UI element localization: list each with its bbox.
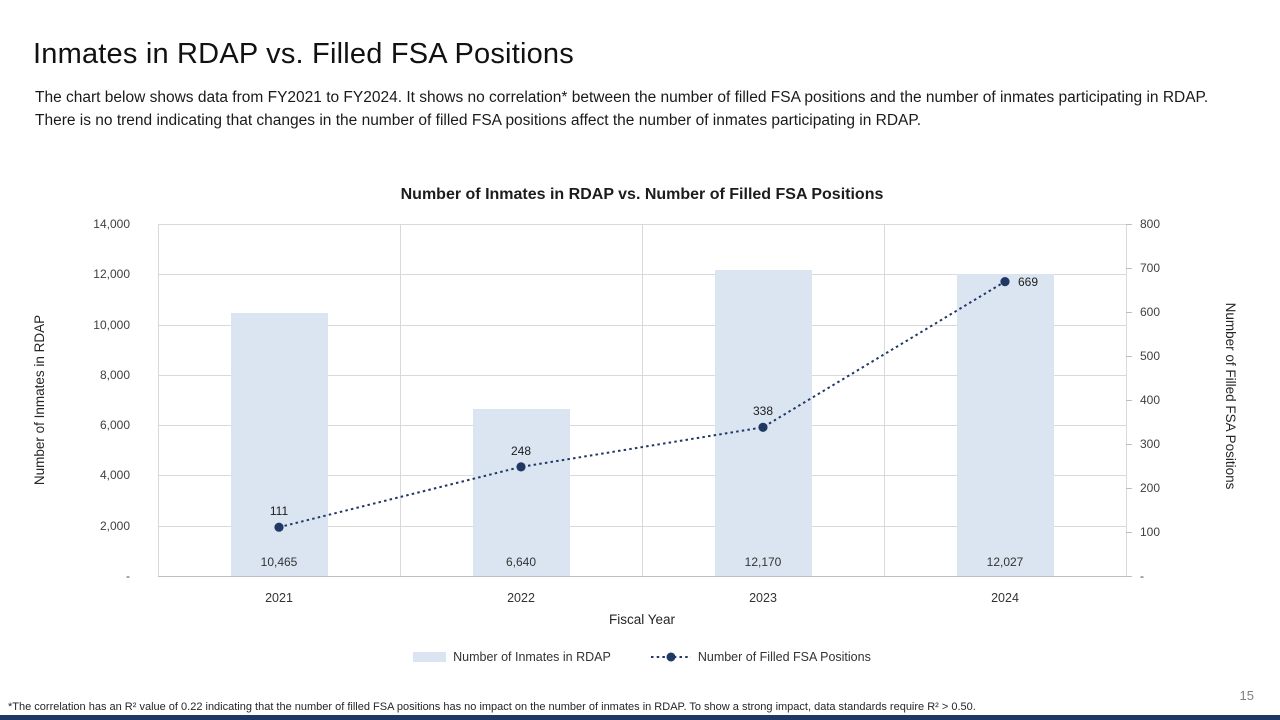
left-tick-label: - [126, 569, 130, 583]
right-tick-label: 300 [1140, 437, 1161, 451]
bar-2022 [472, 409, 570, 576]
x-label-2021: 2021 [265, 591, 293, 605]
right-tick-label: 800 [1140, 217, 1161, 231]
x-label-2024: 2024 [991, 591, 1019, 605]
page-title: Inmates in RDAP vs. Filled FSA Positions [33, 38, 574, 70]
left-tick-label: 10,000 [93, 317, 130, 332]
footnote: *The correlation has an R² value of 0.22… [8, 701, 976, 713]
x-axis-line [158, 576, 1126, 577]
left-tick-label: 8,000 [99, 367, 130, 382]
right-axis-tick-mark [1126, 356, 1132, 357]
page-number: 15 [1239, 688, 1254, 703]
gridline-vertical [642, 224, 643, 576]
legend-item-fsa: Number of Filled FSA Positions [650, 650, 871, 664]
plot-area: 10,465 6,640 12,170 12,027 111 248 338 669 [158, 224, 1127, 577]
right-tick-label: - [1140, 569, 1144, 583]
right-axis-tick-mark [1126, 576, 1132, 577]
legend-item-inmates: Number of Inmates in RDAP [413, 650, 611, 664]
left-tick-label: 4,000 [99, 468, 130, 483]
line-value-label: 338 [752, 404, 774, 418]
bar-value-label: 12,170 [744, 555, 782, 569]
right-axis-tick-mark [1126, 224, 1132, 225]
legend-label-fsa: Number of Filled FSA Positions [697, 650, 871, 664]
line-value-label: 669 [1018, 275, 1039, 289]
bar-value-label: 12,027 [986, 555, 1024, 569]
left-tick-label: 2,000 [99, 518, 130, 533]
right-axis-tick-mark [1126, 444, 1132, 445]
x-label-2022: 2022 [507, 591, 535, 605]
right-axis-tick-mark [1126, 532, 1132, 533]
right-axis-tick-mark [1126, 488, 1132, 489]
right-tick-label: 600 [1140, 305, 1161, 319]
right-axis-title: Number of Filled FSA Positions [1223, 302, 1238, 490]
gridline-vertical [400, 224, 401, 576]
bar-value-label: 6,640 [505, 555, 537, 569]
right-tick-label: 500 [1140, 349, 1161, 363]
left-axis-ticks: 14,000 12,000 10,000 8,000 6,000 4,000 2,000 - [40, 217, 130, 583]
line-series-swatch-icon [650, 652, 691, 662]
bar-series-swatch-icon [413, 652, 447, 662]
left-tick-label: 12,000 [93, 267, 130, 282]
gridline-vertical [158, 224, 159, 576]
gridline-vertical [884, 224, 885, 576]
right-axis-ticks: 800 700 600 500 400 300 200 100 - [1140, 217, 1200, 583]
right-tick-label: 700 [1140, 261, 1161, 275]
bar-2021 [230, 312, 328, 576]
slide-description: The chart below shows data from FY2021 t… [35, 89, 1209, 129]
line-value-label: 111 [269, 504, 289, 518]
right-tick-label: 200 [1140, 481, 1161, 495]
right-tick-label: 400 [1140, 393, 1161, 407]
x-axis-labels: 2021 2022 2023 2024 [158, 589, 1126, 607]
right-axis-tick-mark [1126, 268, 1132, 269]
left-tick-label: 14,000 [93, 217, 130, 231]
right-tick-label: 100 [1140, 525, 1161, 539]
bar-2024 [956, 273, 1054, 576]
legend-label-inmates: Number of Inmates in RDAP [453, 650, 611, 664]
legend: Number of Inmates in RDAP Number of Fill… [158, 650, 1126, 664]
x-axis-title: Fiscal Year [608, 612, 676, 627]
x-label-2023: 2023 [749, 591, 777, 605]
line-value-label: 248 [510, 444, 532, 458]
bar-2023 [714, 270, 812, 576]
chart-title: Number of Inmates in RDAP vs. Number of … [400, 186, 884, 203]
right-axis-tick-mark [1126, 312, 1132, 313]
right-axis-tick-mark [1126, 400, 1132, 401]
bar-value-label: 10,465 [260, 555, 298, 569]
footer-accent-bar [0, 715, 1280, 720]
left-tick-label: 6,000 [99, 418, 130, 433]
